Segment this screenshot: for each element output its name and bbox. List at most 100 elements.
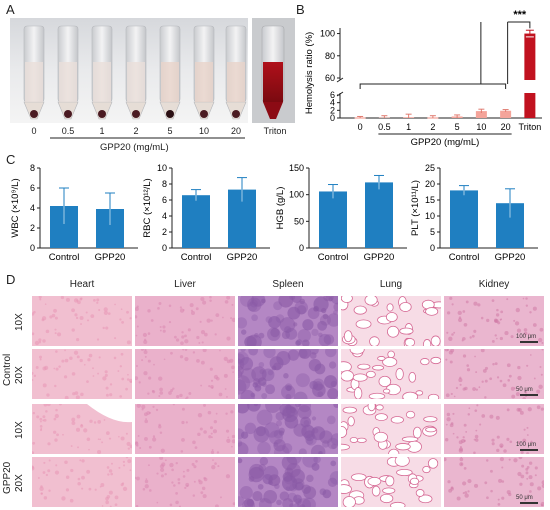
nucleus: [462, 354, 467, 358]
nucleus: [107, 312, 111, 315]
nucleus: [448, 336, 453, 342]
nucleus: [506, 437, 510, 441]
nucleus: [173, 335, 177, 339]
cell-cluster: [330, 433, 338, 446]
nucleus: [215, 412, 218, 415]
cell-cluster: [238, 353, 245, 364]
nucleus: [489, 414, 494, 419]
nucleus: [213, 419, 218, 424]
cell-cluster: [265, 384, 276, 395]
cell-cluster: [251, 296, 266, 307]
nucleus: [192, 351, 196, 354]
nucleus: [203, 430, 207, 434]
y-tick-label: 8: [162, 179, 167, 189]
cell-cluster: [238, 317, 248, 329]
nucleus: [506, 298, 509, 301]
nucleus: [528, 333, 530, 336]
cell-cluster: [268, 316, 281, 329]
cell-cluster: [238, 496, 245, 507]
nucleus: [445, 438, 449, 442]
nucleus: [196, 358, 200, 363]
tube-label: 2: [133, 126, 139, 136]
nucleus: [93, 298, 96, 302]
cell-cluster: [276, 499, 282, 506]
nucleus: [469, 336, 472, 339]
nucleus: [231, 303, 234, 306]
cell-cluster: [298, 349, 311, 359]
nucleus: [510, 386, 515, 391]
tube-label: 0: [31, 126, 37, 136]
cell-cluster: [240, 389, 255, 399]
bar: [182, 195, 210, 248]
nucleus: [120, 352, 124, 356]
tissue-base: [444, 349, 544, 399]
nucleus: [530, 440, 533, 443]
nucleus: [168, 304, 172, 308]
nucleus: [223, 356, 228, 361]
nucleus: [108, 469, 113, 473]
nucleus: [475, 388, 478, 391]
alveolus: [368, 392, 386, 399]
nucleus: [107, 473, 110, 476]
nucleus: [464, 386, 468, 391]
x-tick-label: 2: [430, 122, 435, 132]
nucleus: [216, 376, 220, 381]
nucleus: [497, 498, 500, 501]
nucleus: [64, 358, 69, 363]
cell-cluster: [332, 310, 338, 315]
cell-cluster: [299, 298, 305, 305]
nucleus: [510, 335, 514, 339]
tube-supernatant: [59, 62, 77, 102]
histology-tile-lung: [341, 457, 441, 507]
cell-cluster: [295, 340, 301, 346]
nucleus: [492, 363, 495, 366]
alveolus: [399, 301, 412, 312]
nucleus: [64, 460, 68, 465]
nucleus: [161, 462, 166, 467]
nucleus: [517, 440, 521, 444]
cell-cluster: [240, 431, 249, 439]
nucleus: [58, 404, 62, 406]
tube-supernatant: [25, 62, 43, 102]
nucleus: [232, 371, 234, 373]
cell-cluster: [239, 356, 254, 371]
nucleus: [144, 355, 147, 358]
nucleus: [207, 410, 212, 415]
cell-cluster: [312, 383, 326, 398]
nucleus: [537, 486, 542, 491]
nucleus: [491, 299, 495, 302]
nucleus: [463, 423, 467, 427]
nucleus: [168, 320, 172, 324]
nucleus: [476, 404, 479, 407]
nucleus: [500, 310, 504, 314]
nucleus: [125, 457, 129, 459]
alveolus: [365, 370, 376, 378]
nucleus: [32, 451, 35, 454]
blood-chart-1: 0 2 4 6 8 WBC (×10⁹/L) Control GPP20: [10, 163, 138, 263]
nucleus: [517, 471, 522, 477]
nucleus: [127, 459, 132, 464]
cell-cluster: [304, 430, 315, 442]
alveolus: [401, 436, 419, 442]
cell-cluster: [263, 349, 276, 359]
nucleus: [211, 465, 216, 470]
nucleus: [172, 387, 175, 390]
nucleus: [32, 441, 36, 445]
alveolus: [342, 406, 357, 414]
nucleus: [526, 452, 530, 454]
nucleus: [135, 376, 139, 381]
nucleus: [141, 359, 144, 362]
nucleus: [534, 466, 538, 470]
nucleus: [168, 391, 172, 395]
alveolus: [390, 501, 406, 507]
nucleus: [231, 445, 233, 448]
alveolus: [364, 296, 378, 306]
nucleus: [43, 404, 48, 407]
alveolus: [379, 493, 394, 504]
x-tick-label: 1: [406, 122, 411, 132]
nucleus: [525, 304, 528, 307]
nucleus: [55, 350, 58, 353]
nucleus: [181, 420, 185, 425]
nucleus: [182, 309, 185, 311]
y-tick-label: 15: [425, 195, 435, 205]
